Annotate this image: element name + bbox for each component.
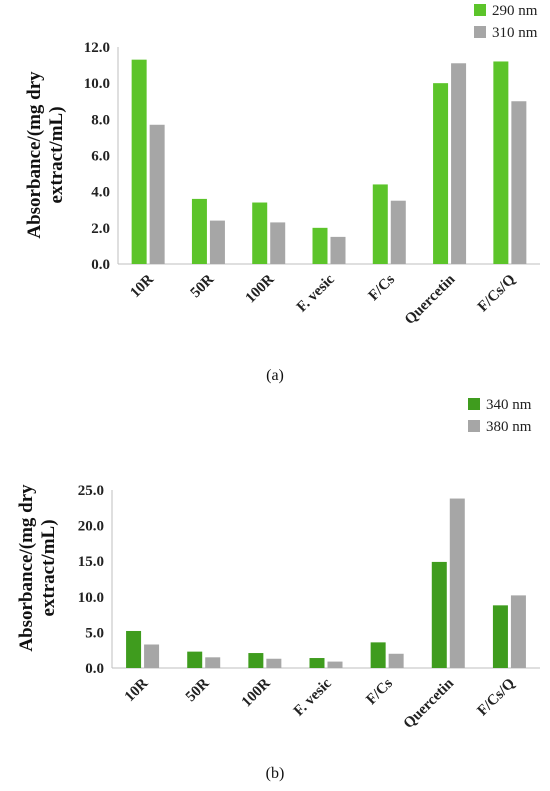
legend-swatch <box>474 4 486 16</box>
legend-swatch <box>468 420 480 432</box>
bar-380-nm-10R <box>144 644 160 668</box>
x-tick-label: F/Cs <box>363 675 396 708</box>
x-tick-label: 10R <box>127 271 157 301</box>
y-tick-label: 0.0 <box>91 257 110 273</box>
legend-swatch <box>474 26 486 38</box>
y-tick-label: 25.0 <box>78 483 104 499</box>
legend-label: 290 nm <box>492 3 538 19</box>
bar-340-nm-10R <box>126 630 142 668</box>
bar-310-nm-Quercetin <box>451 63 467 265</box>
y-tick-label: 5.0 <box>85 625 104 641</box>
bar-310-nm-F-Cs-Q <box>511 101 527 264</box>
bar-290-nm-10R <box>131 59 147 265</box>
legend-label: 340 nm <box>486 397 532 413</box>
bar-340-nm-100R <box>248 653 264 668</box>
bar-290-nm-F-Cs-Q <box>493 61 509 264</box>
y-tick-label: 10.0 <box>78 590 104 606</box>
y-tick-label: 2.0 <box>91 221 110 237</box>
y-tick-label: 15.0 <box>78 554 104 570</box>
y-tick-label: 0.0 <box>85 661 104 677</box>
y-tick-label: 12.0 <box>84 40 110 56</box>
bar-310-nm-100R <box>270 222 286 264</box>
legend-label: 310 nm <box>492 25 538 41</box>
y-tick-label: 4.0 <box>91 185 110 201</box>
x-tick-label: F/Cs <box>366 271 399 304</box>
bar-290-nm-100R <box>252 202 268 264</box>
y-tick-label: 8.0 <box>91 112 110 128</box>
y-axis-label-line: extract/mL) <box>46 106 67 203</box>
bar-380-nm-F-Cs <box>388 653 404 668</box>
x-tick-label: 50R <box>183 675 213 705</box>
bar-310-nm-F-Cs <box>390 200 406 264</box>
bar-290-nm-F-vesic <box>312 227 328 264</box>
y-axis-label: Absorbance/(mg dryextract/mL) <box>16 484 59 652</box>
chart-1: 0.0 2.0 4.0 6.0 8.0 10.0 12.0 10R 50R 100R F. vesi… <box>24 3 540 384</box>
bar-380-nm-F-vesic <box>327 661 343 668</box>
x-tick-label: F. vesic <box>291 675 335 719</box>
y-axis-label: Absorbance/(mg dryextract/mL) <box>24 71 67 239</box>
y-axis-label-line: extract/mL) <box>38 519 59 616</box>
x-tick-label: 10R <box>122 675 152 705</box>
x-tick-label: 50R <box>188 271 218 301</box>
y-tick-label: 6.0 <box>91 149 110 165</box>
bar-380-nm-50R <box>205 657 221 668</box>
figure-caption: (a) <box>266 367 284 384</box>
y-tick-label: 10.0 <box>84 76 110 92</box>
bar-290-nm-Quercetin <box>433 83 449 265</box>
bar-380-nm-F-Cs-Q <box>510 595 526 668</box>
chart-2: 0.0 5.0 10.0 15.0 20.0 25.0 10R 50R 100R F. vesic… <box>16 397 540 782</box>
x-tick-label: F/Cs/Q <box>475 271 519 315</box>
x-tick-label: 100R <box>243 271 278 306</box>
legend-label: 380 nm <box>486 419 532 435</box>
bar-340-nm-50R <box>187 651 203 668</box>
bar-310-nm-10R <box>149 124 165 264</box>
x-tick-label: F/Cs/Q <box>475 675 519 719</box>
y-tick-label: 20.0 <box>78 519 104 535</box>
bar-380-nm-100R <box>266 658 282 668</box>
x-tick-label: F. vesic <box>294 271 338 315</box>
figure-caption: (b) <box>266 765 285 782</box>
bar-290-nm-F-Cs <box>372 184 388 264</box>
x-tick-label: Quercetin <box>402 271 459 328</box>
bar-290-nm-50R <box>191 198 207 264</box>
x-tick-label: 100R <box>239 675 274 710</box>
bar-380-nm-Quercetin <box>449 498 465 668</box>
bar-340-nm-Quercetin <box>431 561 447 668</box>
bar-340-nm-F-Cs <box>370 642 386 668</box>
x-tick-label: Quercetin <box>401 675 458 732</box>
legend-swatch <box>468 398 480 410</box>
bar-340-nm-F-vesic <box>309 658 325 668</box>
bar-310-nm-50R <box>209 220 225 264</box>
y-axis-label-line: Absorbance/(mg dry <box>16 484 37 652</box>
y-axis-label-line: Absorbance/(mg dry <box>24 71 45 239</box>
bar-310-nm-F-vesic <box>330 236 346 264</box>
bar-340-nm-F-Cs-Q <box>492 605 508 668</box>
